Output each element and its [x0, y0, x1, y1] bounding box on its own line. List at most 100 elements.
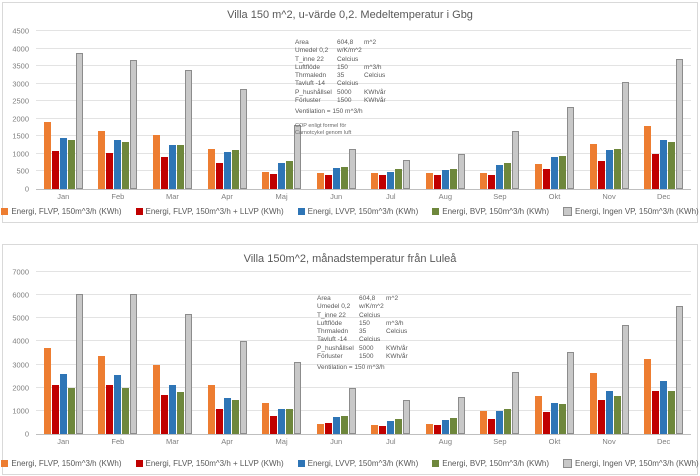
bar: [223, 398, 231, 434]
category-group: [418, 272, 473, 434]
bar: [621, 325, 629, 434]
category-group: [636, 31, 691, 189]
gridline: [36, 294, 691, 296]
annotation-cell: Celcius: [337, 55, 359, 63]
bar: [613, 148, 621, 189]
bar: [239, 88, 247, 189]
annotation-cell: T_inne 22: [295, 55, 324, 63]
y-tick-label: 2500: [12, 96, 29, 106]
annotation-cell: KWh/år: [386, 353, 408, 361]
bar: [223, 151, 231, 189]
x-tick-label: Dec: [656, 437, 671, 446]
bar: [395, 418, 403, 434]
category-group: [200, 272, 255, 434]
legend-label: Energi, Ingen VP, 150m^3/h (KWh): [575, 207, 699, 216]
annotation-row: Förluster 1500 KWh/år: [317, 353, 447, 361]
annotation-cell: P_hushållsel: [317, 344, 354, 352]
gridline: [36, 363, 691, 365]
bar: [433, 175, 441, 189]
x-tick-label: Jul: [385, 437, 396, 446]
legend-item: Energi, LVVP, 150m^3/h (KWh): [297, 459, 419, 468]
bar: [488, 418, 496, 434]
annotation-row: Luftflöde 150 m^3/h: [317, 320, 447, 328]
annotation-cell: [386, 303, 447, 311]
bar: [668, 141, 676, 189]
bar: [496, 410, 504, 434]
bar: [589, 372, 597, 434]
bar: [652, 391, 660, 434]
bar: [332, 417, 340, 434]
bar: [371, 424, 379, 434]
gridline: [36, 170, 691, 172]
bar: [371, 172, 379, 189]
bar: [324, 175, 332, 189]
annotation-cell: [364, 47, 425, 55]
legend-label: Energi, LVVP, 150m^3/h (KWh): [307, 459, 419, 468]
bar: [379, 426, 387, 434]
y-tick-label: 7000: [12, 267, 29, 277]
bar: [286, 160, 294, 189]
category-group: [527, 272, 582, 434]
annotation-cell: Thrmaledn: [317, 328, 349, 336]
category-group: [145, 272, 200, 434]
y-axis-labels: 0 500 1000 1500 2000 2500 3000 3500 4000 4500: [3, 27, 32, 194]
legend-label: Energi, FLVP, 150m^3/h (KWh): [11, 459, 122, 468]
bar: [239, 341, 247, 434]
x-tick-label: Feb: [111, 192, 125, 201]
legend-item: Energi, BVP, 150m^3/h (KWh): [432, 207, 549, 216]
bar: [550, 157, 558, 189]
bar: [98, 130, 106, 189]
annotation-row: Thrmaledn 35 Celcius: [295, 72, 425, 80]
bar: [122, 387, 130, 434]
annotation-cell: 604,8: [337, 39, 354, 46]
x-tick-label: Okt: [548, 192, 561, 201]
x-tick-label: Sep: [493, 192, 507, 201]
y-tick-label: 1000: [12, 406, 29, 416]
legend-item: Energi, FLVP, 150m^3/h (KWh): [1, 459, 122, 468]
legend-item: Energi, Ingen VP, 150m^3/h (KWh): [563, 459, 699, 468]
bar: [106, 385, 114, 434]
annotation-cell: 5000: [359, 344, 374, 352]
annotation-cell: Luftflöde: [295, 63, 320, 71]
bar: [534, 163, 542, 189]
annotation-cell: 35: [359, 328, 367, 336]
bar: [270, 173, 278, 189]
category-group: [36, 272, 91, 434]
x-tick-label: Nov: [602, 437, 616, 446]
y-tick-label: 500: [16, 166, 29, 176]
x-tick-label: Dec: [656, 192, 671, 201]
bar: [566, 351, 574, 434]
legend: Energi, FLVP, 150m^3/h (KWh) Energi, FLVP…: [1, 207, 699, 216]
chart-title: Villa 150 m^2, u-värde 0,2. Medeltempera…: [227, 9, 473, 21]
annotation-cell: 35: [337, 72, 345, 80]
annotation-row: Thrmaledn 35 Celcius: [317, 328, 447, 336]
legend-marker-icon: [432, 208, 440, 215]
category-group: [254, 31, 309, 189]
legend-marker-icon: [135, 208, 143, 215]
legend-label: Energi, FLVP, 150m^3/h (KWh): [11, 207, 122, 216]
bar: [215, 163, 223, 189]
y-tick-label: 1500: [12, 131, 29, 141]
bar: [51, 385, 59, 434]
legend-marker-icon: [297, 460, 305, 467]
bar: [215, 408, 223, 434]
legend-label: Energi, FLVP, 150m^3/h + LLVP (KWh): [145, 459, 284, 468]
annotation-cell: KWh/år: [364, 88, 386, 96]
x-tick-label: Sep: [493, 437, 507, 446]
category-group: [473, 31, 528, 189]
gridline: [36, 386, 691, 388]
legend-label: Energi, BVP, 150m^3/h (KWh): [442, 207, 550, 216]
bar: [340, 166, 348, 189]
bar: [542, 169, 550, 189]
x-tick-label: Mar: [165, 192, 179, 201]
x-tick-label: Jan: [57, 192, 70, 201]
bar-groups: [36, 31, 691, 189]
bar: [340, 415, 348, 434]
y-tick-label: 3000: [12, 79, 29, 89]
bar: [122, 141, 130, 189]
gridline: [36, 30, 691, 31]
bar: [605, 149, 613, 189]
annotation-row: Umedel 0,2 w/K/m^2: [295, 47, 425, 55]
chart-gbg[interactable]: Villa 150 m^2, u-värde 0,2. Medeltempera…: [1, 2, 699, 223]
chart-lulea[interactable]: Villa 150m^2, månadstemperatur från Lule…: [1, 244, 699, 475]
